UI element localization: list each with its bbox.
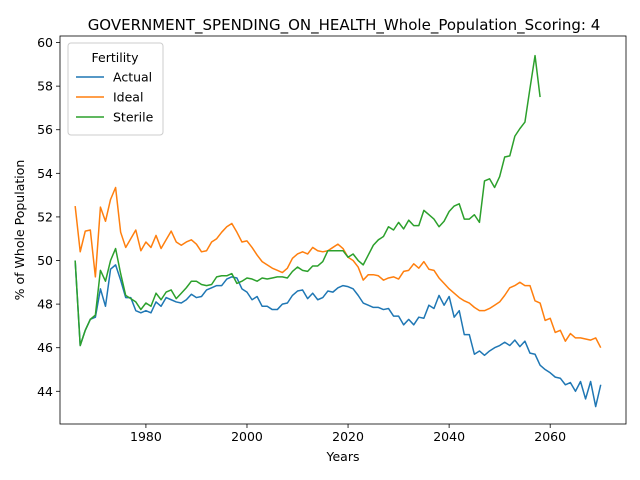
x-axis-label: Years bbox=[326, 449, 360, 464]
y-axis-label: % of Whole Population bbox=[12, 160, 27, 301]
y-tick-label: 46 bbox=[37, 340, 53, 355]
y-tick-label: 54 bbox=[37, 166, 53, 181]
x-tick-label: 2020 bbox=[332, 429, 364, 444]
legend: Fertility Actual Ideal Sterile bbox=[68, 43, 163, 135]
legend-label-sterile: Sterile bbox=[113, 110, 154, 125]
x-tick-label: 2000 bbox=[231, 429, 263, 444]
legend-title: Fertility bbox=[92, 50, 140, 65]
x-tick-label: 2040 bbox=[433, 429, 465, 444]
y-tick-label: 52 bbox=[37, 209, 53, 224]
y-tick-label: 60 bbox=[37, 35, 53, 50]
x-tick-label: 2060 bbox=[534, 429, 566, 444]
x-tick-label: 1980 bbox=[130, 429, 162, 444]
y-tick-label: 50 bbox=[37, 253, 53, 268]
y-tick-label: 44 bbox=[37, 384, 53, 399]
legend-label-ideal: Ideal bbox=[113, 90, 143, 105]
y-tick-label: 58 bbox=[37, 79, 53, 94]
chart-title: GOVERNMENT_SPENDING_ON_HEALTH_Whole_Popu… bbox=[88, 16, 601, 35]
legend-label-actual: Actual bbox=[113, 70, 152, 85]
y-tick-label: 56 bbox=[37, 122, 53, 137]
y-tick-label: 48 bbox=[37, 297, 53, 312]
